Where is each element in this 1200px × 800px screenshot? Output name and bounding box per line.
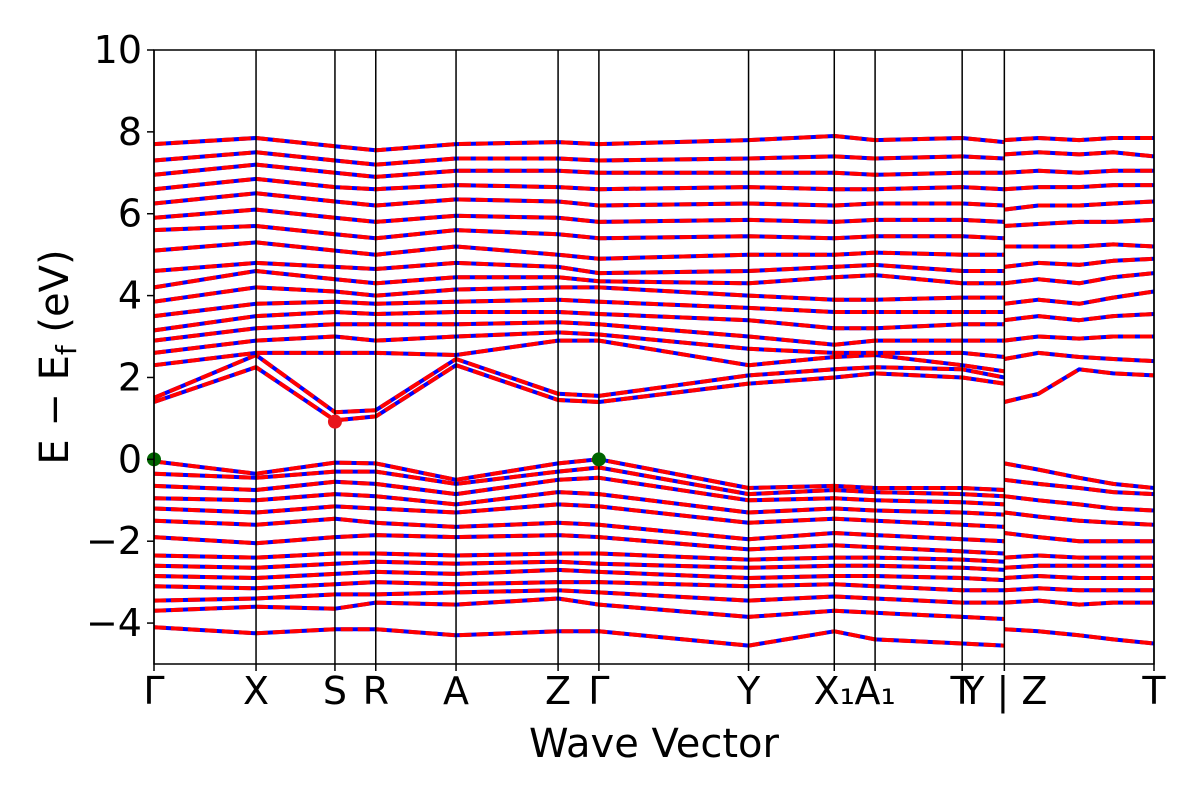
x-tick-label-1: X xyxy=(243,669,269,713)
x-tick-label-2: S xyxy=(323,669,347,713)
extremum-marker-2 xyxy=(327,414,342,429)
y-axis-title-main: E − E xyxy=(32,355,78,465)
band-line-1-dashed xyxy=(153,596,1005,621)
x-tick-label-5: Z xyxy=(545,669,571,713)
plot-frame xyxy=(153,49,1155,665)
x-tick-label-7: Y xyxy=(736,669,761,713)
band-line-4-dashed xyxy=(153,567,1005,583)
band-line-28-dashed xyxy=(153,176,1005,192)
y-axis-title: E − Ef (eV) xyxy=(32,249,83,464)
band-line-16-dashed xyxy=(153,338,1005,374)
band-line-3-dashed xyxy=(153,580,1005,593)
x-tick-label-8: X₁ xyxy=(814,669,855,713)
band-line-8-dashed xyxy=(153,516,1005,544)
band-line-2-dashed xyxy=(153,588,1005,605)
band-line-5-dashed xyxy=(153,559,1005,572)
y-tick-label-1: −2 xyxy=(86,519,142,563)
x-tick-label-3: R xyxy=(363,669,389,713)
y-axis-title-subscript: f xyxy=(50,344,83,355)
band-line-45-dashed xyxy=(1004,334,1154,343)
band-line-25-dashed xyxy=(153,224,1005,241)
extremum-marker-1 xyxy=(591,452,606,467)
band-line-42-dashed xyxy=(1003,461,1155,490)
band-line-47-dashed xyxy=(1004,289,1155,306)
band-line-33-dashed xyxy=(1004,598,1154,607)
band-line-43-dashed xyxy=(1003,367,1155,404)
band-line-40-dashed xyxy=(1004,494,1155,513)
x-tick-label-9: A₁ xyxy=(854,669,895,713)
band-line-55-dashed xyxy=(1004,150,1155,159)
y-tick-label-6: 8 xyxy=(118,110,142,154)
bands-layer xyxy=(153,134,1155,648)
band-line-12-dashed xyxy=(153,465,1005,499)
band-line-32-dashed xyxy=(1004,627,1155,646)
band-line-19-dashed xyxy=(153,310,1005,333)
y-tick-label-7: 10 xyxy=(94,28,142,72)
band-line-35-dashed xyxy=(1004,574,1154,580)
band-line-54-dashed xyxy=(1004,168,1154,175)
band-line-14-dashed xyxy=(153,363,1005,423)
band-line-15-dashed xyxy=(153,353,1005,415)
band-line-41-dashed xyxy=(1004,477,1155,497)
y-tick-label-3: 2 xyxy=(118,355,142,399)
x-axis-title: Wave Vector xyxy=(529,721,780,767)
band-line-36-dashed xyxy=(1004,563,1154,570)
band-line-39-dashed xyxy=(1004,510,1155,527)
band-line-49-dashed xyxy=(1004,256,1155,269)
x-tick-label-6: Γ xyxy=(588,669,609,713)
band-line-9-dashed xyxy=(153,502,1005,529)
x-tick-label-12: T xyxy=(1141,669,1166,713)
y-axis-title-unit: (eV) xyxy=(32,249,78,345)
x-tick-label-0: Γ xyxy=(143,669,164,713)
y-tick-label-4: 4 xyxy=(118,274,142,318)
band-line-29-dashed xyxy=(153,162,1005,179)
band-line-10-dashed xyxy=(153,490,1005,517)
band-line-51-dashed xyxy=(1004,217,1155,228)
band-line-50-dashed xyxy=(1004,242,1155,249)
y-tick-label-2: 0 xyxy=(118,437,142,481)
y-tick-label-5: 6 xyxy=(118,192,142,236)
x-tick-label-4: A xyxy=(443,669,469,713)
band-line-44-dashed xyxy=(1003,350,1155,364)
band-line-11-dashed xyxy=(153,475,1005,507)
band-line-21-dashed xyxy=(153,285,1005,304)
y-axis-ticks: −4 −2 0 2 4 6 8 10 xyxy=(86,28,154,645)
band-line-17-dashed xyxy=(153,330,1005,359)
band-line-31-dashed xyxy=(153,134,1005,153)
band-line-48-dashed xyxy=(1004,271,1155,286)
band-line-37-dashed xyxy=(1004,553,1154,560)
band-line-52-dashed xyxy=(1004,199,1155,212)
band-line-53-dashed xyxy=(1004,183,1154,192)
band-line-30-dashed xyxy=(153,150,1005,167)
band-line-6-dashed xyxy=(153,551,1005,564)
band-line-34-dashed xyxy=(1004,586,1154,593)
band-line-7-dashed xyxy=(153,533,1005,556)
band-line-26-dashed xyxy=(153,207,1005,224)
band-line-38-dashed xyxy=(1004,531,1154,544)
band-line-46-dashed xyxy=(1004,312,1155,323)
x-tick-label-10: T xyxy=(950,669,975,713)
band-line-13-dashed xyxy=(153,457,1005,492)
y-tick-label-0: −4 xyxy=(86,601,142,645)
band-line-23-dashed xyxy=(153,260,1005,276)
band-line-0-dashed xyxy=(153,625,1005,648)
x-tick-label-11: Y | Z xyxy=(960,669,1047,714)
band-line-18-dashed xyxy=(153,320,1005,347)
plot-area xyxy=(147,49,1155,665)
band-line-20-dashed xyxy=(153,297,1005,319)
band-line-22-dashed xyxy=(153,269,1005,290)
band-line-24-dashed xyxy=(153,240,1005,261)
band-line-27-dashed xyxy=(153,191,1005,208)
band-line-56-dashed xyxy=(1004,136,1154,143)
